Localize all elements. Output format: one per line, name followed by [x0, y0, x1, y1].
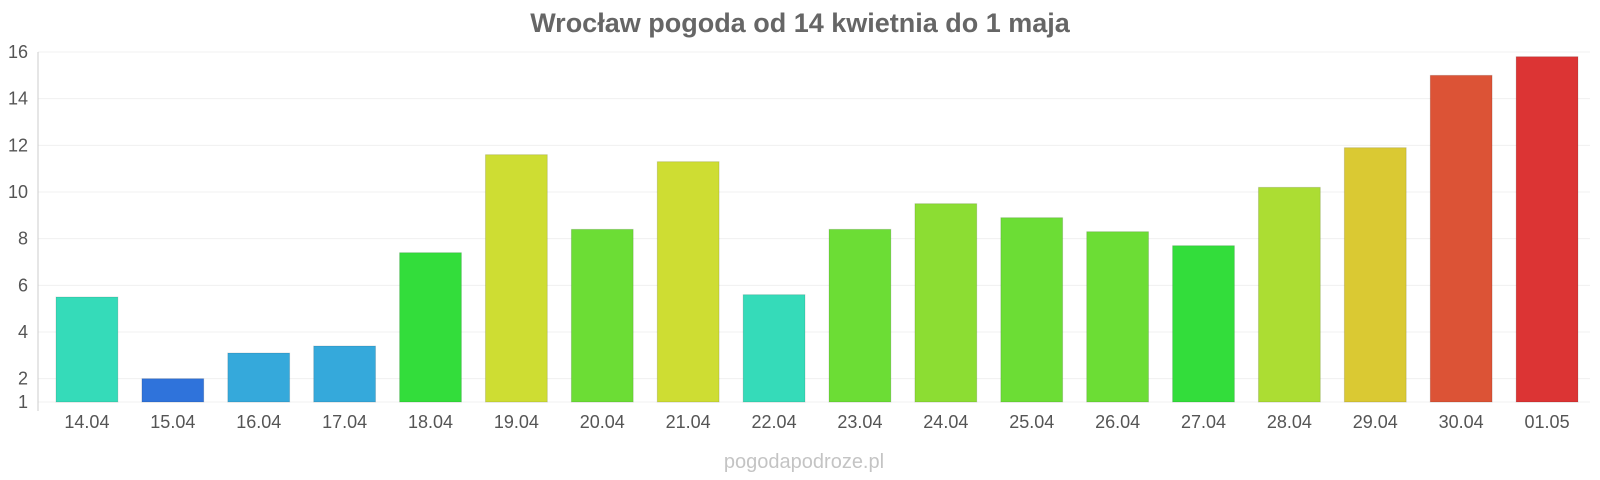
x-tick-label: 30.04 [1439, 412, 1484, 432]
y-tick-label: 12 [8, 135, 28, 155]
x-tick-label: 22.04 [752, 412, 797, 432]
grid-lines [38, 51, 1590, 403]
bar-16.04 [227, 352, 291, 403]
y-tick-label: 1 [18, 392, 28, 412]
bars [55, 56, 1579, 403]
x-tick-label: 18.04 [408, 412, 453, 432]
bar-19.04 [484, 154, 548, 403]
x-tick-label: 26.04 [1095, 412, 1140, 432]
bar-20.04 [570, 228, 634, 403]
y-tick-label: 2 [18, 369, 28, 389]
x-tick-label: 01.05 [1525, 412, 1570, 432]
y-tick-label: 6 [18, 275, 28, 295]
x-tick-label: 15.04 [150, 412, 195, 432]
bar-01.05 [1515, 56, 1579, 403]
bar-30.04 [1429, 74, 1493, 403]
x-tick-label: 20.04 [580, 412, 625, 432]
x-tick-label: 29.04 [1353, 412, 1398, 432]
y-tick-label: 10 [8, 182, 28, 202]
bar-26.04 [1086, 231, 1150, 403]
y-tick-label: 4 [18, 322, 28, 342]
bar-18.04 [399, 252, 462, 403]
bar-24.04 [914, 203, 978, 403]
x-tick-label: 19.04 [494, 412, 539, 432]
x-axis-ticks: 14.04 15.04 16.04 17.04 18.04 19.04 20.04 21.04… [64, 412, 1569, 432]
source-credit: pogodapodroze.pl [724, 451, 884, 473]
x-tick-label: 27.04 [1181, 412, 1226, 432]
bar-28.04 [1257, 186, 1321, 403]
x-tick-label: 17.04 [322, 412, 367, 432]
bar-27.04 [1172, 245, 1235, 403]
bar-25.04 [1000, 217, 1064, 403]
y-tick-label: 14 [8, 89, 28, 109]
x-tick-label: 14.04 [64, 412, 109, 432]
bar-15.04 [141, 378, 205, 403]
x-tick-label: 28.04 [1267, 412, 1312, 432]
x-tick-label: 23.04 [837, 412, 882, 432]
x-tick-label: 16.04 [236, 412, 281, 432]
y-tick-label: 16 [8, 42, 28, 62]
x-tick-label: 24.04 [923, 412, 968, 432]
x-tick-label: 21.04 [666, 412, 711, 432]
bar-14.04 [55, 296, 119, 403]
bar-23.04 [828, 228, 892, 403]
bar-29.04 [1343, 147, 1407, 403]
bar-22.04 [742, 294, 806, 403]
y-tick-label: 8 [18, 229, 28, 249]
bar-21.04 [656, 161, 720, 403]
chart-title: Wrocław pogoda od 14 kwietnia do 1 maja [530, 8, 1071, 38]
x-tick-label: 25.04 [1009, 412, 1054, 432]
bar-17.04 [313, 345, 377, 403]
